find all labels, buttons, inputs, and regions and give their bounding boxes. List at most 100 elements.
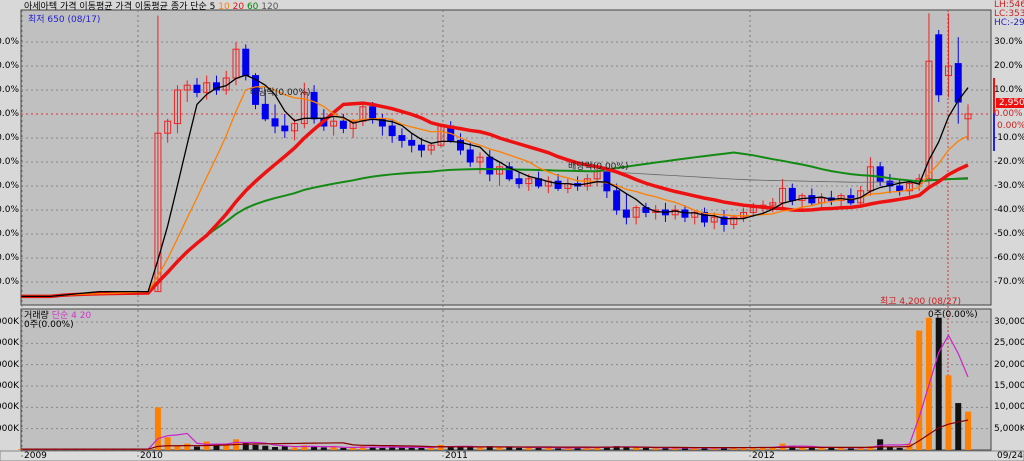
left-axis-tick: 0.0% [0, 181, 19, 191]
volume-bar [769, 447, 776, 450]
volume-bar [555, 448, 562, 450]
volume-bar [272, 447, 279, 450]
volume-bar [340, 447, 347, 450]
candle-down [554, 180, 562, 189]
date-tick: 2010 [140, 451, 163, 461]
left-axis-tick: 0.0% [0, 157, 19, 167]
volume-bar [457, 447, 464, 450]
candle-down [613, 190, 621, 211]
right-axis-tick: -50.0% [994, 229, 1024, 239]
volume-bar [281, 446, 288, 450]
volume-bar [808, 447, 815, 450]
volume-bar [623, 447, 630, 450]
date-axis [0, 450, 1024, 461]
candle-down [466, 149, 474, 163]
candle-down [896, 185, 904, 192]
current-pct: 0.00% [997, 121, 1024, 131]
volume-bar [320, 447, 327, 450]
candle-down [876, 166, 884, 182]
left-axis-tick: 0.0% [0, 253, 19, 263]
ma5-line [21, 74, 969, 298]
candle-down [281, 125, 289, 132]
candle-up [427, 144, 435, 151]
volume-bar [896, 447, 903, 450]
volume-bar [642, 447, 649, 450]
lh-value: LH:546.1 [994, 0, 1024, 10]
candle-down [505, 166, 513, 180]
volume-left-tick: 000K [0, 316, 19, 327]
candle-up [164, 120, 172, 134]
candle-down [954, 63, 962, 103]
volume-bar [545, 447, 552, 450]
candle-down [935, 34, 943, 96]
volume-ma-label: 단순 4 20 [51, 311, 92, 321]
legend-ma120: 120 [261, 2, 279, 12]
volume-bar [447, 446, 454, 450]
right-axis-tick: -40.0% [994, 205, 1024, 215]
volume-bar [330, 447, 337, 450]
volume-bar [916, 330, 923, 450]
candle-up [476, 156, 484, 163]
volume-bar [291, 447, 298, 450]
range-bar-up [993, 78, 995, 113]
volume-bar [760, 447, 767, 450]
volume-bar [174, 445, 181, 450]
volume-axis-tick: 20,000K [994, 359, 1024, 370]
right-axis-tick: 30.0% [994, 37, 1023, 47]
volume-ma20-line [21, 419, 969, 450]
volume-bar [818, 447, 825, 450]
candle-up [173, 89, 181, 125]
candle-down [388, 125, 396, 137]
candle-up [496, 166, 504, 175]
left-axis-tick: 0.0% [0, 229, 19, 239]
candle-up [183, 84, 191, 91]
candle-down [271, 118, 279, 127]
volume-bar [301, 445, 308, 450]
volume-bar [945, 375, 952, 450]
volume-bar [730, 447, 737, 450]
left-axis-tick: 0.0% [0, 61, 19, 71]
volume-bar [789, 446, 796, 450]
legend-ma20: 20 [232, 2, 245, 12]
candle-down [339, 120, 347, 129]
volume-bar [242, 442, 249, 450]
candle-up [203, 82, 211, 93]
volume-bar [955, 403, 962, 450]
volume-bar [867, 446, 874, 450]
lc-value: LC:353.8 [994, 9, 1024, 19]
candle-down [242, 48, 250, 77]
legend-ma10: 10 [218, 2, 230, 12]
right-axis-tick: -30.0% [994, 181, 1024, 191]
volume-bar [477, 446, 483, 450]
volume-bar [613, 446, 620, 450]
candle-up [291, 123, 299, 132]
volume-bar [252, 444, 259, 450]
volume-bar [418, 447, 425, 450]
volume-bar [496, 447, 503, 450]
candle-down [622, 209, 630, 218]
ma20-line [21, 101, 969, 299]
range-bar-down [993, 113, 995, 151]
right-axis-tick: -20.0% [994, 157, 1024, 167]
low-label: 최저 650 (08/17) [28, 15, 101, 25]
candle-down [681, 209, 689, 218]
candle-down [193, 84, 201, 93]
candle-up [632, 207, 640, 218]
volume-bar [965, 411, 971, 450]
volume-bar [379, 447, 386, 450]
volume-bar [535, 447, 542, 450]
volume-bar [662, 447, 669, 450]
dividend-label: 배당락(0.00%) [250, 88, 311, 98]
candle-up [710, 216, 718, 223]
legend-stock-name: 아세아텍 [24, 2, 58, 12]
volume-legend: 거래량 단순 4 20 [24, 311, 91, 321]
volume-bar [154, 407, 161, 450]
candle-down [700, 211, 708, 223]
volume-bar [652, 448, 659, 450]
candle-up [905, 183, 913, 192]
volume-left-tick: 000K [0, 402, 19, 413]
volume-bar [369, 447, 376, 450]
volume-bar [721, 447, 727, 450]
candle-down [261, 103, 269, 120]
